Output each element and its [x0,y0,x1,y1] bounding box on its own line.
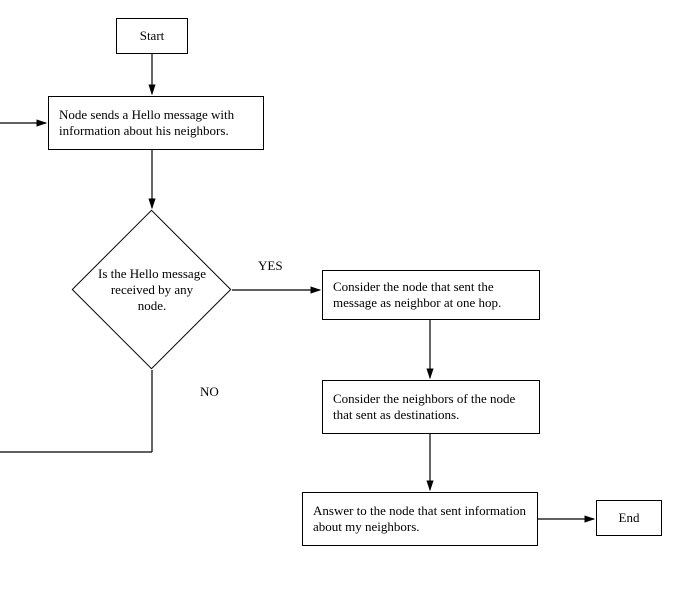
decision-label-no: NO [200,384,219,400]
node-hello-label: Node sends a Hello message with informat… [59,107,253,139]
node-start-label: Start [140,28,165,44]
node-consider2: Consider the neighbors of the node that … [322,380,540,434]
node-start: Start [116,18,188,54]
node-decision-label: Is the Hello message received by any nod… [96,266,208,314]
node-hello: Node sends a Hello message with informat… [48,96,264,150]
node-decision: Is the Hello message received by any nod… [72,210,232,370]
node-consider1: Consider the node that sent the message … [322,270,540,320]
node-consider2-label: Consider the neighbors of the node that … [333,391,529,423]
decision-label-yes: YES [258,258,283,274]
node-end: End [596,500,662,536]
node-answer-label: Answer to the node that sent information… [313,503,527,535]
node-consider1-label: Consider the node that sent the message … [333,279,529,311]
node-end-label: End [619,510,640,526]
node-answer: Answer to the node that sent information… [302,492,538,546]
